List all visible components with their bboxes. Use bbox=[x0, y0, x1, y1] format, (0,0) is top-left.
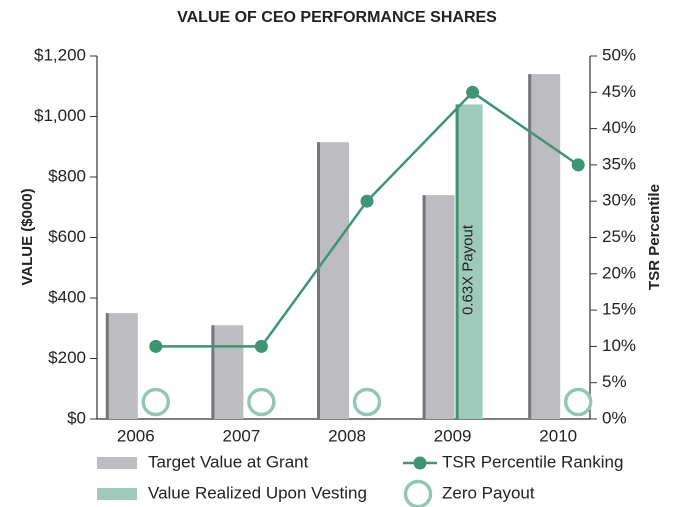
legend-swatch bbox=[97, 488, 137, 500]
y-tick-label: $200 bbox=[48, 348, 86, 367]
y-tick-label: $0 bbox=[67, 408, 86, 427]
legend-swatch bbox=[403, 479, 433, 507]
y-tick-label: $1,200 bbox=[34, 45, 86, 64]
chart-title: VALUE OF CEO PERFORMANCE SHARES bbox=[177, 9, 497, 26]
bar bbox=[317, 142, 349, 419]
y-tick-label: $1,000 bbox=[34, 106, 86, 125]
y2-tick-label: 25% bbox=[602, 227, 636, 246]
legend-label: Target Value at Grant bbox=[148, 452, 309, 471]
y2-tick-label: 5% bbox=[602, 372, 627, 391]
zero-payout-marker bbox=[563, 387, 593, 417]
bar-edge bbox=[528, 74, 532, 420]
y2-tick-label: 45% bbox=[602, 82, 636, 101]
y2-tick-label: 0% bbox=[602, 408, 627, 427]
annotation: 0.63X Payout bbox=[460, 224, 477, 315]
x-tick-label: 2007 bbox=[222, 426, 260, 445]
y2-tick-label: 15% bbox=[602, 300, 636, 319]
y2-tick-label: 40% bbox=[602, 118, 636, 137]
zero-payout-marker bbox=[247, 387, 276, 417]
bar bbox=[422, 195, 455, 419]
legend-label: Value Realized Upon Vesting bbox=[148, 483, 367, 502]
zero-payout-marker bbox=[352, 387, 382, 417]
bar bbox=[455, 104, 483, 420]
legend-swatch bbox=[413, 456, 427, 470]
zero-payout-marker bbox=[141, 387, 171, 417]
x-tick-label: 2008 bbox=[328, 426, 366, 445]
bar-edge bbox=[211, 325, 215, 419]
y2-tick-label: 35% bbox=[602, 154, 636, 173]
y2-tick-label: 20% bbox=[602, 263, 636, 282]
x-tick-label: 2006 bbox=[117, 426, 155, 445]
line-marker bbox=[149, 339, 163, 353]
line-marker bbox=[571, 158, 585, 172]
line-marker bbox=[360, 194, 374, 208]
y-axis-label: VALUE ($000) bbox=[19, 188, 36, 285]
line-marker bbox=[254, 339, 268, 353]
line-marker bbox=[466, 85, 480, 99]
legend-label: Zero Payout bbox=[442, 483, 535, 502]
x-tick-label: 2010 bbox=[539, 426, 577, 445]
x-tick-label: 2009 bbox=[434, 426, 472, 445]
bar-edge bbox=[455, 104, 459, 420]
bar bbox=[105, 313, 138, 419]
bar-edge bbox=[422, 195, 426, 419]
y-tick-label: $400 bbox=[48, 287, 86, 306]
y2-tick-label: 10% bbox=[602, 336, 636, 355]
y2-tick-label: 30% bbox=[602, 191, 636, 210]
y-tick-label: $600 bbox=[48, 227, 86, 246]
bar bbox=[211, 325, 244, 419]
y-tick-label: $800 bbox=[48, 166, 86, 185]
y2-axis-label: TSR Percentile bbox=[646, 184, 663, 290]
y2-tick-label: 50% bbox=[602, 45, 636, 64]
bar-edge bbox=[317, 142, 320, 419]
legend-swatch bbox=[97, 457, 137, 469]
legend-label: TSR Percentile Ranking bbox=[442, 452, 623, 471]
bar-edge bbox=[105, 313, 109, 419]
bar bbox=[528, 74, 561, 420]
line bbox=[155, 90, 579, 348]
